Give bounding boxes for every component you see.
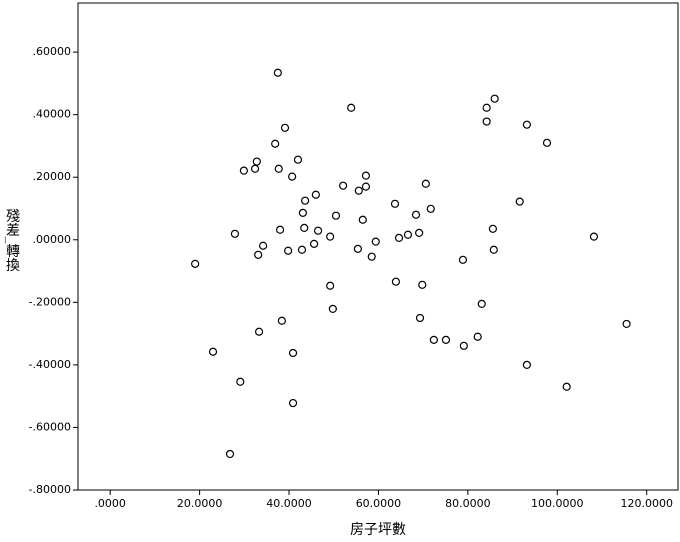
x-tick-label: 40.0000 xyxy=(266,497,312,510)
point xyxy=(515,197,524,206)
point xyxy=(288,172,297,181)
point xyxy=(391,277,400,286)
point xyxy=(275,225,285,234)
x-tick-label: 80.0000 xyxy=(445,497,491,510)
point xyxy=(358,215,367,224)
point xyxy=(522,360,531,369)
x-tick-label: .0000 xyxy=(94,497,126,510)
point xyxy=(239,166,248,175)
point xyxy=(331,211,341,220)
point xyxy=(459,341,468,350)
point xyxy=(361,171,371,180)
point xyxy=(473,332,482,341)
point xyxy=(326,281,335,290)
point xyxy=(311,190,320,199)
point xyxy=(426,204,435,213)
point xyxy=(271,139,280,148)
y-tick-label: -.60000 xyxy=(29,420,71,433)
point xyxy=(477,299,486,308)
point xyxy=(542,138,552,147)
point xyxy=(339,181,348,190)
y-axis-title: 殘差_轉換 xyxy=(4,208,20,273)
point xyxy=(250,164,260,173)
point xyxy=(488,224,498,233)
point xyxy=(288,398,298,408)
y-tick-label: .60000 xyxy=(33,45,72,58)
point xyxy=(429,335,438,344)
y-tick-label: -.20000 xyxy=(29,295,71,308)
point xyxy=(371,237,380,246)
point xyxy=(284,246,293,255)
point xyxy=(482,117,491,126)
point xyxy=(280,123,290,132)
point xyxy=(415,313,425,323)
point xyxy=(252,157,261,166)
point xyxy=(562,382,571,391)
point xyxy=(288,348,298,358)
point xyxy=(230,229,240,238)
point xyxy=(367,252,376,261)
point xyxy=(441,335,451,344)
point xyxy=(415,228,424,237)
point xyxy=(522,120,531,129)
point xyxy=(347,103,356,112)
y-tick-label: .40000 xyxy=(33,108,72,121)
point xyxy=(273,68,282,77)
x-tick-label: 20.0000 xyxy=(177,497,223,510)
point xyxy=(353,244,362,253)
y-tick-label: .20000 xyxy=(33,170,72,183)
point xyxy=(208,347,218,356)
point xyxy=(361,182,371,191)
point xyxy=(489,245,498,254)
point xyxy=(297,245,307,254)
point xyxy=(458,255,468,264)
point xyxy=(622,319,631,329)
point xyxy=(418,280,427,289)
x-tick-label: 100.0000 xyxy=(531,497,584,510)
point xyxy=(254,250,263,259)
point xyxy=(326,232,335,241)
point xyxy=(274,164,283,173)
point xyxy=(301,196,310,205)
plot-area xyxy=(77,2,679,491)
point xyxy=(258,241,268,250)
point xyxy=(313,226,323,235)
y-tick-label: .00000 xyxy=(33,233,72,246)
y-tick-label: -.40000 xyxy=(29,358,71,371)
point xyxy=(309,239,319,248)
point xyxy=(225,449,235,459)
point xyxy=(298,208,307,217)
x-tick-label: 60.0000 xyxy=(356,497,402,510)
x-axis-title: 房子坪數 xyxy=(350,522,406,538)
point xyxy=(403,230,413,239)
point xyxy=(328,304,337,313)
point xyxy=(254,327,264,336)
y-tick-label: -.80000 xyxy=(29,483,71,496)
point xyxy=(300,223,309,232)
point xyxy=(482,103,491,112)
point xyxy=(354,186,363,195)
point xyxy=(277,316,286,325)
point xyxy=(390,199,400,208)
point xyxy=(411,210,421,219)
point xyxy=(421,179,430,188)
point xyxy=(589,232,599,241)
point xyxy=(490,94,499,103)
point xyxy=(236,377,245,386)
point xyxy=(394,233,404,242)
x-tick-label: 120.0000 xyxy=(620,497,673,510)
point xyxy=(191,259,200,268)
point xyxy=(293,155,303,164)
